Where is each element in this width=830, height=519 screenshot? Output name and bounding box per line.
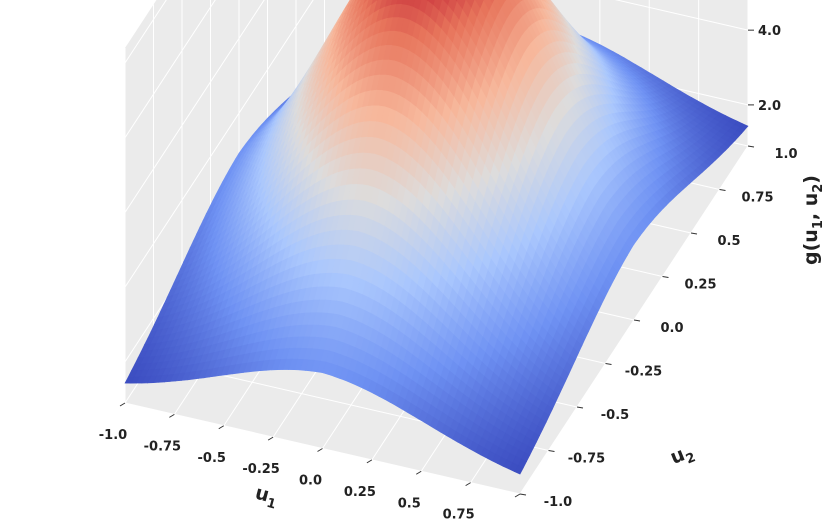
y-tick-label: 0.75 xyxy=(741,191,773,206)
x-tick-label: 0.25 xyxy=(344,485,376,500)
x-tick-label: -1.0 xyxy=(99,428,127,443)
x-tick-label: 0.75 xyxy=(443,508,475,519)
y-tick-label: 1.0 xyxy=(774,147,797,162)
y-tick-label: -0.5 xyxy=(601,408,629,423)
y-tick-mark xyxy=(662,276,669,278)
y-tick-label: -1.0 xyxy=(544,495,572,510)
y-tick-label: -0.25 xyxy=(625,365,662,380)
y-tick-mark xyxy=(605,363,612,365)
x-tick-label: -0.25 xyxy=(242,462,279,477)
z-tick-label: 4.0 xyxy=(758,24,781,39)
y-tick-label: -0.75 xyxy=(568,452,605,467)
axes-ticks: -1.0 -0.75 -0.5 -0.25 0.0 0.25 0.5 0.75 1.0 -1.0 -… xyxy=(99,24,798,519)
surface-mesh xyxy=(124,0,749,475)
x-tick-label: 0.5 xyxy=(398,496,421,511)
x-tick-mark xyxy=(169,413,175,418)
side-gridline-z xyxy=(124,0,314,288)
y-tick-mark xyxy=(548,450,555,452)
x-tick-mark xyxy=(465,482,471,487)
back-gridline-z xyxy=(614,0,749,31)
x-tick-mark xyxy=(267,436,274,441)
surface-patch xyxy=(548,0,551,2)
x-tick-label: -0.75 xyxy=(144,439,181,454)
y-tick-mark xyxy=(690,232,698,235)
surface-patch xyxy=(542,0,547,3)
y-tick-mark xyxy=(633,319,641,322)
z-tick-label: 2.0 xyxy=(758,99,781,114)
x-tick-mark xyxy=(218,425,225,430)
surface-patch xyxy=(549,0,551,1)
x-tick-label: 0.0 xyxy=(299,474,322,489)
side-gridline-z xyxy=(124,0,216,138)
x-tick-mark xyxy=(366,459,373,464)
side-gridline-z xyxy=(124,0,167,64)
y-tick-mark xyxy=(719,189,726,191)
y-tick-mark xyxy=(519,493,527,496)
x-tick-mark xyxy=(317,448,323,452)
surface-patch xyxy=(544,0,550,5)
x-tick-label: -0.5 xyxy=(198,451,226,466)
x-tick-mark xyxy=(119,402,126,407)
surface-patch xyxy=(124,376,135,384)
surface-patch xyxy=(502,0,507,3)
y-tick-mark xyxy=(747,145,755,148)
side-gridline-z xyxy=(124,0,265,213)
y-tick-label: 0.5 xyxy=(717,234,740,249)
x-tick-mark xyxy=(514,493,521,498)
x-tick-mark xyxy=(415,470,422,475)
y-tick-label: 0.0 xyxy=(660,321,683,336)
y-tick-label: 0.25 xyxy=(684,278,716,293)
y-tick-mark xyxy=(576,406,584,409)
